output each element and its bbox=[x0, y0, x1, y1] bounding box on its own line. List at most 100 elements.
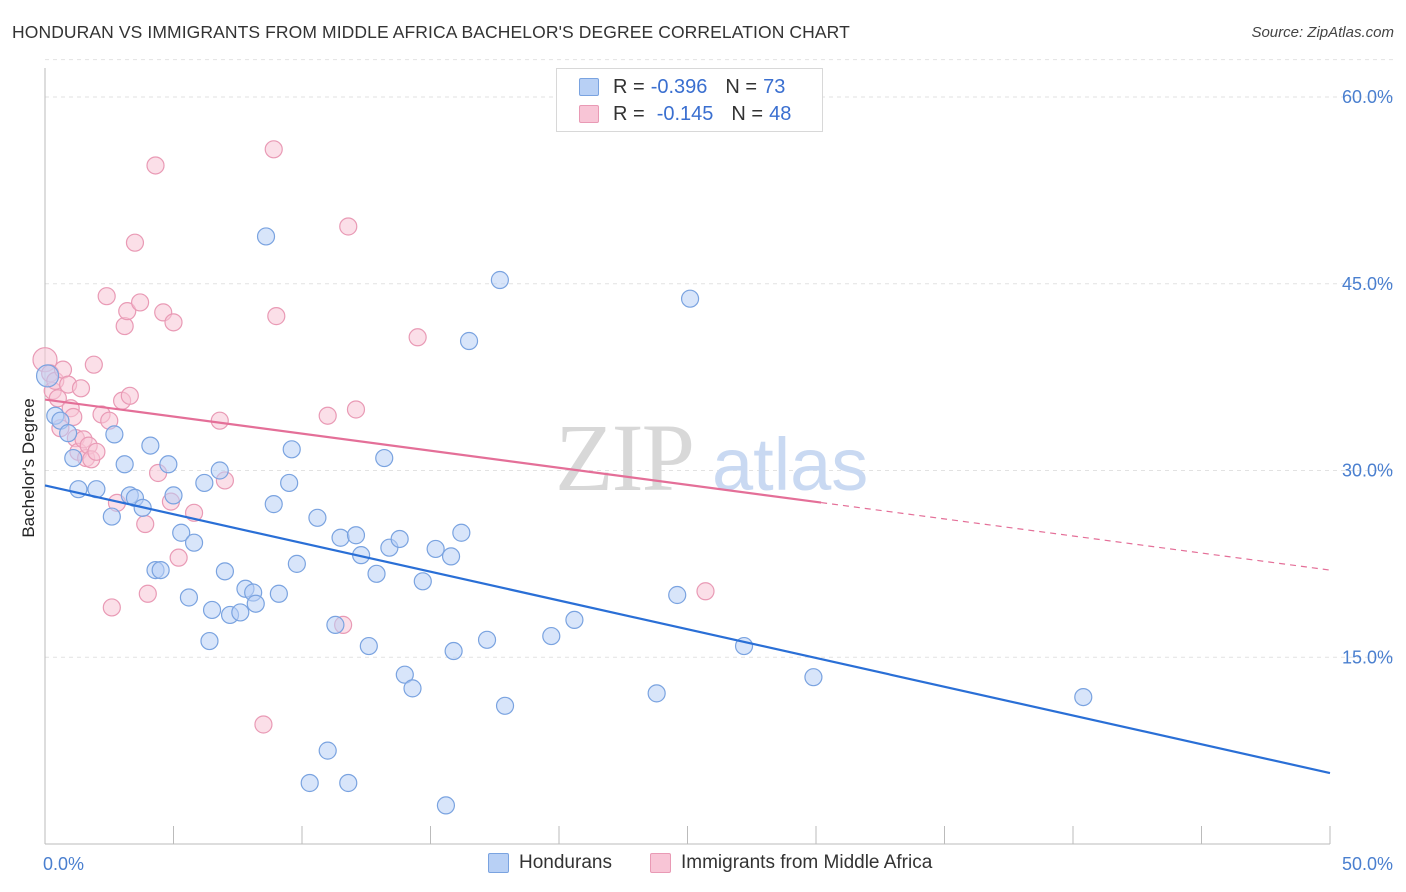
y-tick-label: 60.0% bbox=[1342, 87, 1393, 107]
legend-row-middle-africa: R = -0.145 N = 48 bbox=[579, 102, 791, 126]
data-point-middle-africa bbox=[87, 442, 106, 461]
data-point-hondurans bbox=[495, 696, 515, 715]
data-point-hondurans bbox=[680, 289, 700, 308]
legend-swatch-blue bbox=[488, 853, 509, 873]
data-point-hondurans bbox=[452, 523, 471, 542]
chart-title: HONDURAN VS IMMIGRANTS FROM MIDDLE AFRIC… bbox=[12, 22, 850, 42]
data-point-middle-africa bbox=[102, 598, 121, 617]
legend-swatch-pink bbox=[650, 853, 671, 873]
legend-r-value: -0.145 bbox=[656, 102, 714, 125]
axes bbox=[44, 68, 1331, 845]
data-point-middle-africa bbox=[169, 548, 188, 567]
data-point-hondurans bbox=[804, 668, 823, 687]
watermark-zip: ZIP bbox=[555, 404, 693, 511]
data-point-hondurans bbox=[200, 631, 219, 651]
legend-n-label: N = bbox=[725, 75, 758, 98]
data-point-hondurans bbox=[141, 436, 160, 455]
data-point-hondurans bbox=[331, 528, 350, 547]
data-point-hondurans bbox=[326, 615, 345, 634]
data-point-middle-africa bbox=[318, 406, 337, 425]
axis-labels: 15.0% 30.0% 45.0% 60.0% 0.0% 50.0% Bachelor's … bbox=[19, 87, 1393, 874]
data-point-hondurans bbox=[300, 773, 319, 793]
legend-swatch-pink bbox=[579, 105, 599, 123]
y-tick-label: 45.0% bbox=[1342, 274, 1393, 294]
data-point-middle-africa bbox=[254, 715, 273, 734]
data-point-hondurans bbox=[102, 507, 121, 526]
data-point-hondurans bbox=[164, 486, 183, 505]
data-point-hondurans bbox=[459, 331, 479, 351]
data-point-hondurans bbox=[1074, 687, 1093, 707]
data-point-hondurans bbox=[256, 227, 276, 246]
trend-line-middle-africa bbox=[44, 398, 822, 504]
data-point-hondurans bbox=[210, 461, 229, 480]
data-point-middle-africa bbox=[138, 584, 157, 603]
data-point-hondurans bbox=[346, 526, 366, 545]
data-point-middle-africa bbox=[164, 313, 183, 332]
data-point-middle-africa bbox=[71, 379, 91, 398]
legend-item-middle-africa: Immigrants from Middle Africa bbox=[650, 852, 932, 874]
x-tick-label: 50.0% bbox=[1342, 854, 1393, 874]
data-point-middle-africa bbox=[346, 400, 366, 419]
data-point-middle-africa bbox=[696, 582, 715, 601]
data-point-hondurans bbox=[195, 473, 214, 493]
y-tick-label: 30.0% bbox=[1342, 461, 1393, 481]
data-point-middle-africa bbox=[130, 293, 150, 312]
legend-swatch-blue bbox=[579, 78, 599, 96]
data-point-middle-africa bbox=[97, 287, 116, 306]
legend-r-value: -0.396 bbox=[650, 75, 708, 98]
data-point-hondurans bbox=[280, 473, 299, 493]
y-axis-label: Bachelor's Degree bbox=[19, 398, 38, 537]
watermark: ZIP atlas bbox=[555, 404, 868, 511]
legend-n-value: 48 bbox=[769, 102, 792, 125]
data-point-hondurans bbox=[477, 630, 497, 649]
data-point-hondurans bbox=[231, 603, 250, 622]
data-point-middle-africa bbox=[339, 217, 358, 236]
series-legend: Hondurans Immigrants from Middle Africa bbox=[0, 852, 1406, 878]
data-point-middle-africa bbox=[408, 328, 427, 347]
series-hondurans bbox=[35, 227, 1093, 815]
data-point-hondurans bbox=[269, 584, 288, 603]
data-point-hondurans bbox=[403, 679, 422, 698]
data-point-hondurans bbox=[179, 588, 199, 607]
data-point-hondurans bbox=[105, 425, 124, 444]
data-point-hondurans bbox=[287, 554, 306, 573]
legend-row-hondurans: R = -0.396 N = 73 bbox=[579, 75, 785, 99]
data-point-middle-africa bbox=[210, 411, 229, 430]
data-point-hondurans bbox=[215, 562, 234, 581]
data-point-hondurans bbox=[339, 773, 358, 793]
data-point-middle-africa bbox=[84, 355, 103, 374]
legend-r-label: R = bbox=[613, 102, 645, 125]
data-point-hondurans bbox=[282, 440, 301, 459]
legend-n-label: N = bbox=[731, 102, 764, 125]
data-point-hondurans bbox=[184, 533, 204, 552]
data-point-hondurans bbox=[202, 600, 222, 620]
data-point-hondurans bbox=[490, 270, 509, 290]
data-point-hondurans bbox=[668, 585, 687, 605]
data-point-hondurans bbox=[172, 523, 191, 542]
legend-label-middle-africa: Immigrants from Middle Africa bbox=[681, 852, 933, 873]
data-point-middle-africa bbox=[267, 307, 286, 326]
data-point-hondurans bbox=[444, 641, 463, 661]
data-point-hondurans bbox=[59, 424, 78, 443]
data-point-hondurans bbox=[246, 594, 265, 613]
data-point-hondurans bbox=[159, 455, 178, 474]
source-credit: Source: ZipAtlas.com bbox=[1251, 24, 1394, 41]
data-point-hondurans bbox=[308, 508, 327, 527]
data-point-hondurans bbox=[35, 364, 60, 388]
x-tick-label: 0.0% bbox=[43, 854, 84, 874]
stats-legend: R = -0.396 N = 73 R = -0.145 N = 48 bbox=[556, 68, 823, 132]
legend-r-label: R = bbox=[613, 75, 645, 98]
data-point-hondurans bbox=[565, 610, 584, 630]
data-point-middle-africa bbox=[118, 302, 137, 321]
data-point-hondurans bbox=[375, 448, 394, 468]
y-tick-label: 15.0% bbox=[1342, 647, 1393, 667]
data-point-hondurans bbox=[395, 665, 414, 684]
trend-line-hondurans bbox=[44, 484, 1331, 775]
trend-lines bbox=[44, 398, 1331, 775]
data-point-middle-africa bbox=[125, 233, 145, 252]
data-point-middle-africa bbox=[146, 156, 165, 175]
data-point-hondurans bbox=[390, 529, 409, 549]
data-point-middle-africa bbox=[115, 316, 134, 336]
data-point-hondurans bbox=[426, 539, 445, 559]
